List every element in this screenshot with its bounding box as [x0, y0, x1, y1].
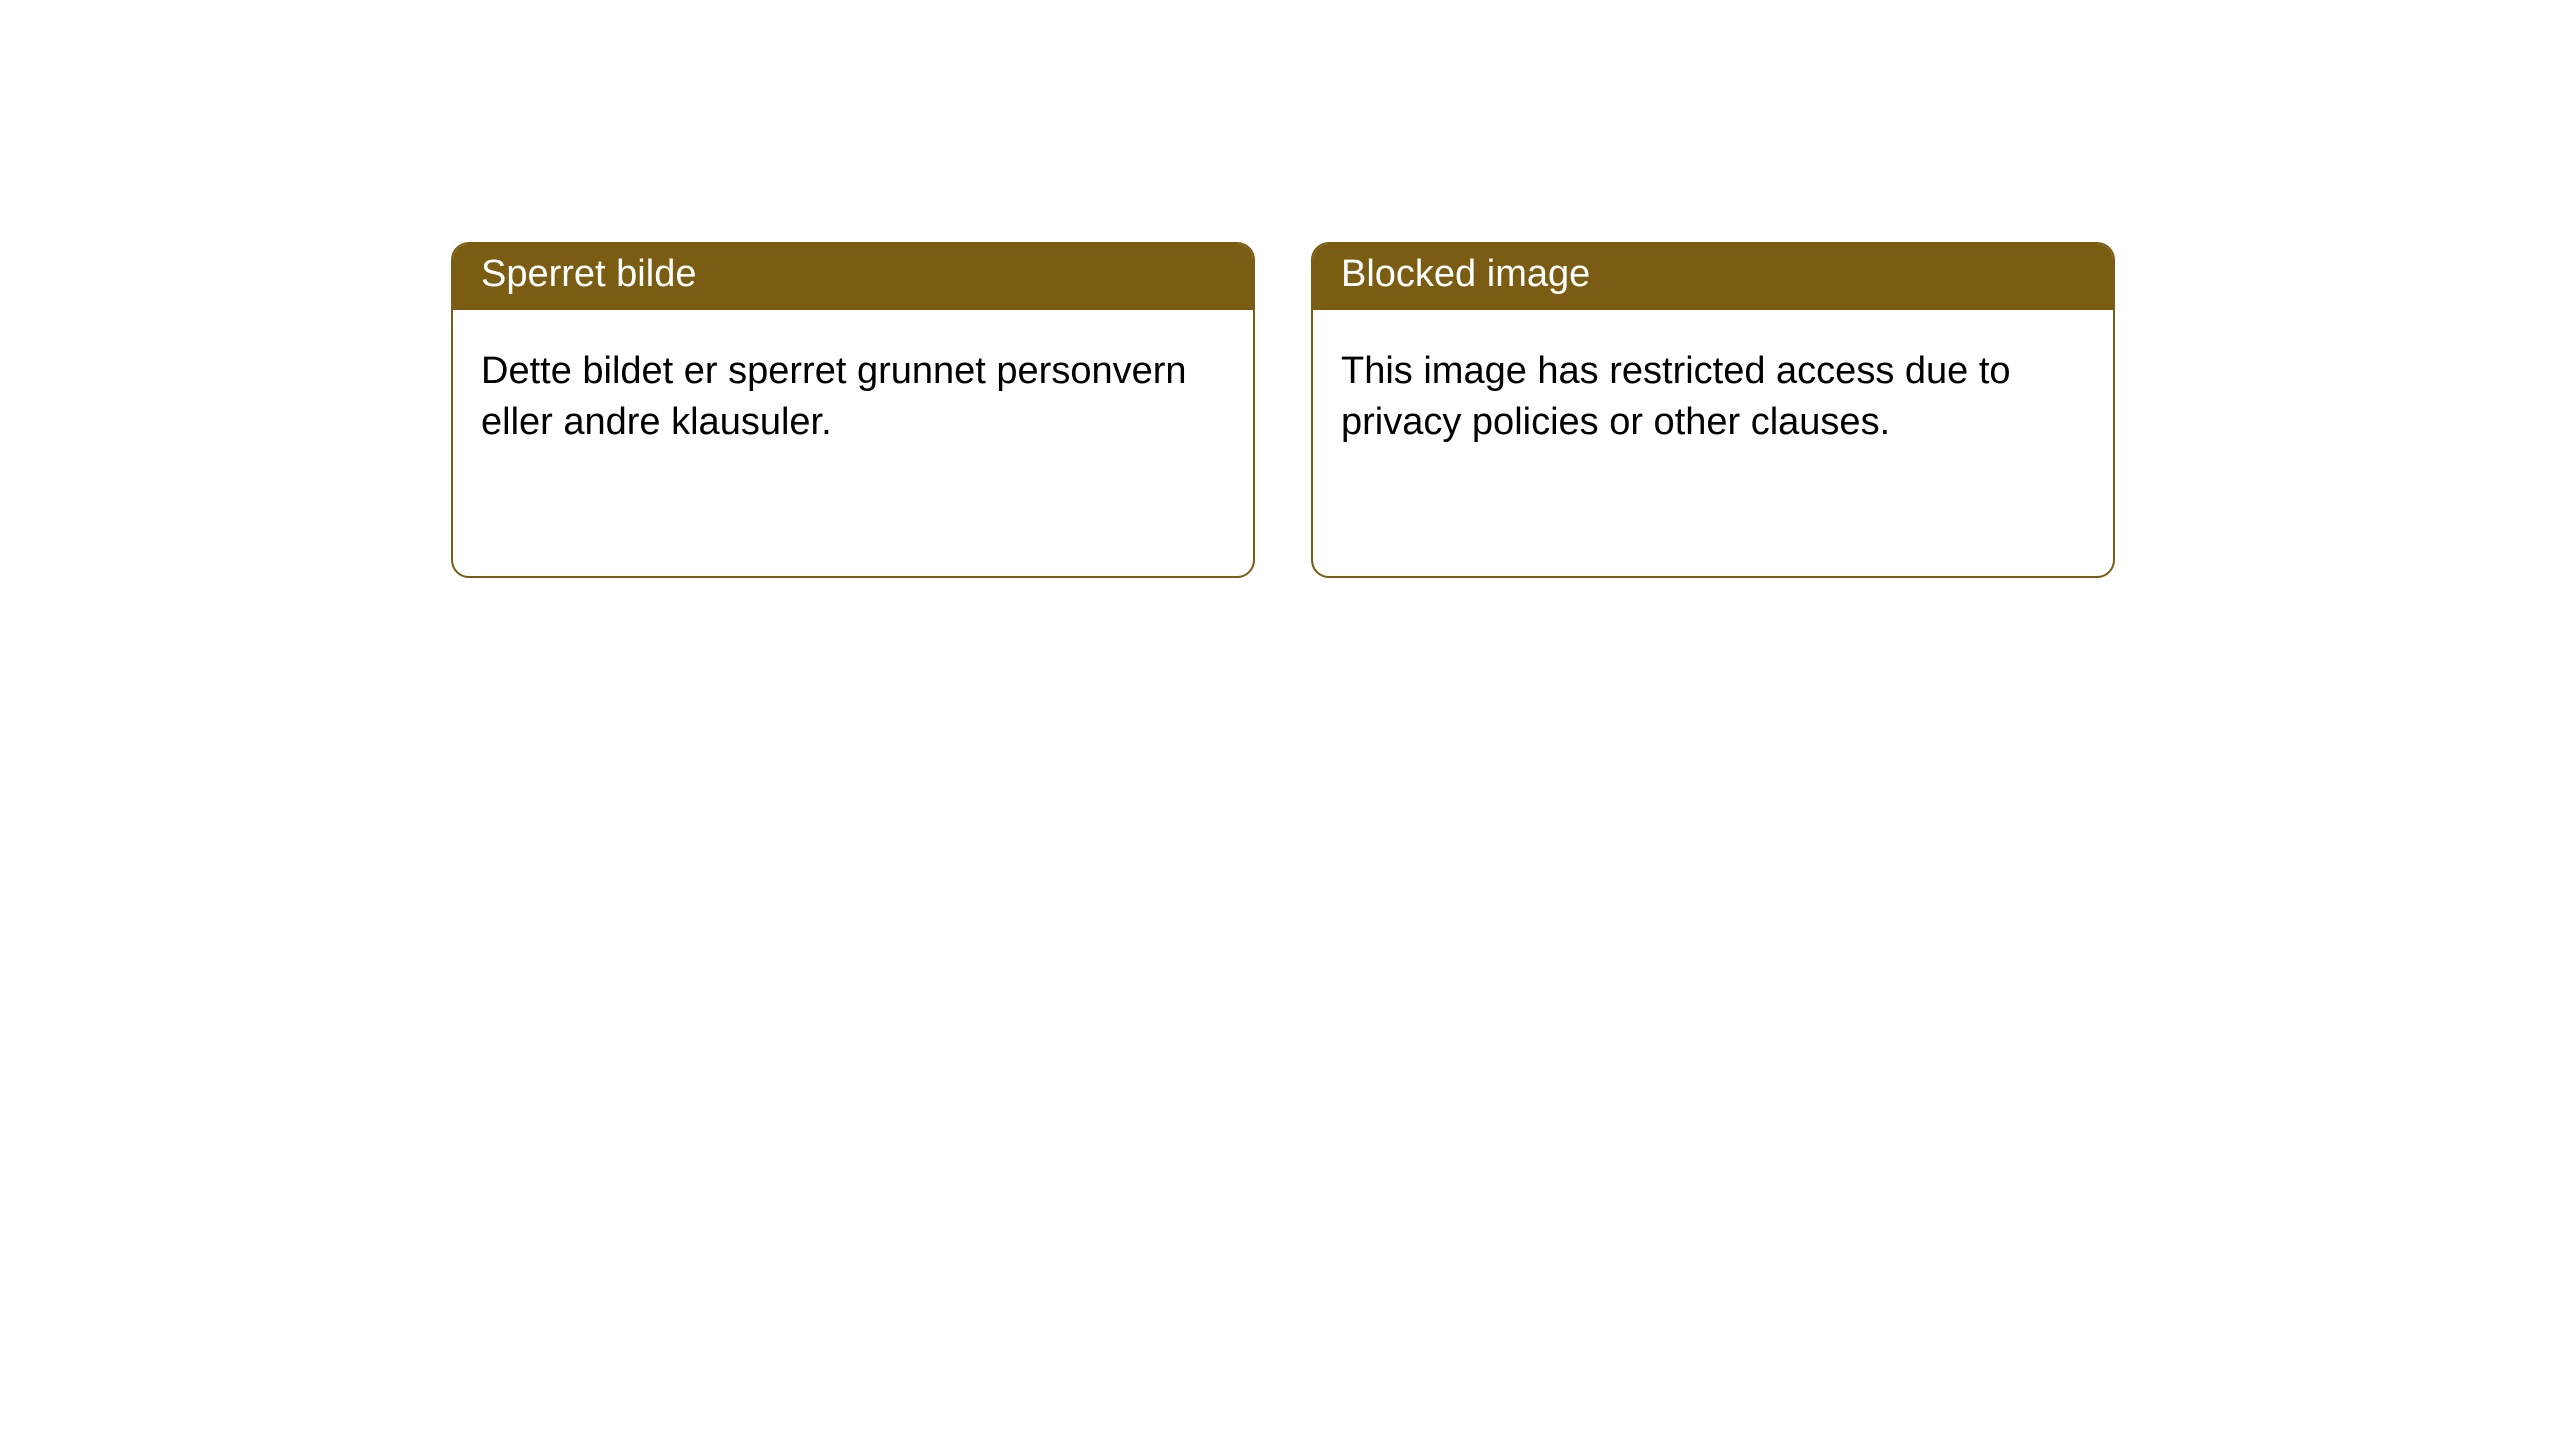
notice-card-body: Dette bildet er sperret grunnet personve…: [453, 310, 1253, 477]
notice-card-row: Sperret bilde Dette bildet er sperret gr…: [0, 0, 2560, 578]
notice-card-title: Sperret bilde: [453, 244, 1253, 310]
notice-card-english: Blocked image This image has restricted …: [1311, 242, 2115, 578]
notice-card-norwegian: Sperret bilde Dette bildet er sperret gr…: [451, 242, 1255, 578]
notice-card-body: This image has restricted access due to …: [1313, 310, 2113, 477]
notice-card-title: Blocked image: [1313, 244, 2113, 310]
